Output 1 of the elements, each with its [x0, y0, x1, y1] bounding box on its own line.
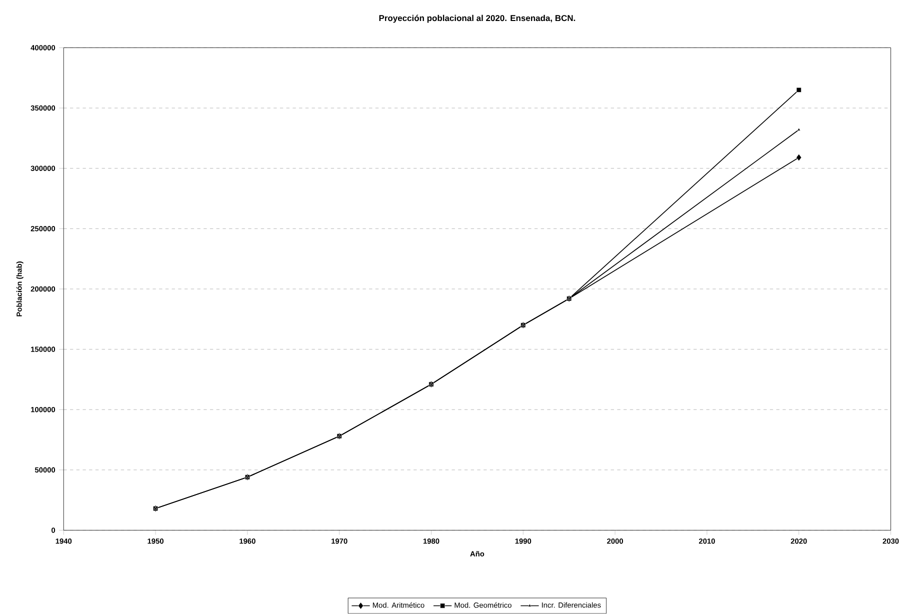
- chart-title: Proyección poblacional al 2020. Ensenada, BCN.: [379, 14, 576, 23]
